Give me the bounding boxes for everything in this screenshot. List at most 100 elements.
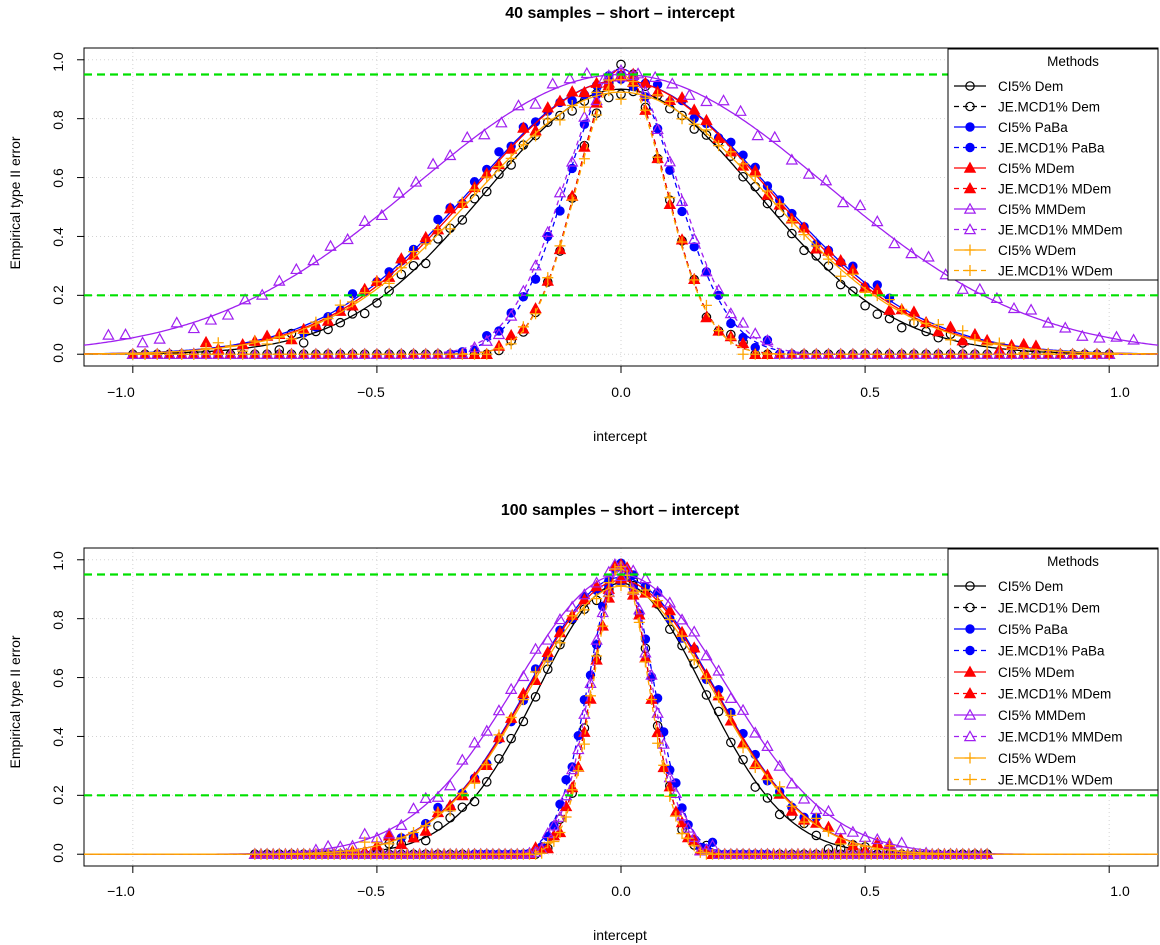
data-point [822,825,834,837]
data-point [957,348,969,360]
data-point [717,94,730,106]
legend-marker [965,122,975,132]
legend-marker [965,645,975,656]
data-point [493,343,505,355]
data-point [665,165,675,176]
data-point [787,228,797,239]
legend-box [947,48,1159,281]
data-point [553,186,567,198]
data-point [542,113,554,125]
data-point [724,307,738,319]
data-point [847,348,859,360]
data-point [681,821,695,833]
data-point [591,593,603,605]
x-tick-label: 0.0 [611,384,631,400]
legend-marker [963,182,977,194]
data-point [584,676,597,688]
legend-marker [963,708,977,720]
data-point [590,93,603,106]
legend-label: JE.MCD1% MDem [998,687,1111,702]
data-point [530,692,541,702]
data-point [590,576,603,588]
data-point [822,348,834,360]
data-point [774,207,785,218]
data-point [677,206,687,217]
data-point [726,318,736,329]
data-point [565,763,579,775]
data-point [409,175,423,187]
data-point [908,314,920,326]
data-point [547,819,561,831]
data-point [395,348,407,360]
data-point [896,322,907,333]
data-point [602,565,616,577]
data-point [1127,333,1140,345]
data-point [407,802,420,814]
y-tick-label: 0.8 [50,110,66,130]
data-point [481,186,492,197]
data-point [871,832,884,845]
legend-label: CI5% Dem [998,79,1063,94]
data-point [1017,337,1030,349]
data-point [847,268,859,280]
data-point [797,792,811,804]
data-point [639,92,651,104]
legend-marker [964,265,976,276]
data-point [212,337,224,349]
x-axis-label: intercept [593,428,647,444]
series-je-mcd1-wdem [84,561,1158,860]
legend-marker [965,581,975,591]
data-point [676,630,688,642]
data-point [713,140,725,152]
data-point [802,167,816,179]
data-point [492,327,506,340]
data-point [572,742,585,755]
data-point [981,848,993,860]
data-point [836,196,850,208]
data-point [658,759,670,771]
data-point [651,122,664,135]
data-point [627,75,639,87]
data-point [603,74,615,86]
data-point [835,348,847,360]
data-point [700,124,712,136]
data-point [561,774,571,785]
data-point [957,325,969,337]
data-point [603,590,615,602]
data-point [480,334,493,346]
data-point [1054,348,1066,360]
legend-label: CI5% WDem [998,751,1076,766]
data-point [433,821,443,831]
data-point [578,588,591,600]
data-point [798,348,810,360]
data-point [663,155,677,167]
data-point [212,348,224,360]
data-point [517,321,529,333]
data-point [682,832,694,844]
data-point [1030,348,1042,360]
data-point [712,664,725,676]
data-point [639,571,652,584]
legend-label: CI5% PaBa [998,622,1068,637]
data-point [420,238,432,250]
data-point [737,158,749,170]
legend-label: JE.MCD1% WDem [998,773,1113,788]
data-point [443,202,457,214]
data-point [846,825,860,837]
data-point [688,232,701,244]
legend-marker [964,774,976,785]
data-point [738,754,748,765]
data-point [420,348,432,360]
data-point [469,184,481,196]
data-point [884,294,895,306]
data-point [127,348,139,360]
data-point [675,809,689,821]
data-point [734,104,747,116]
y-tick-label: 0.0 [50,343,66,363]
legend-title: Methods [1047,554,1099,569]
data-point [310,316,322,328]
legend-label: CI5% WDem [998,243,1076,258]
data-point [700,672,712,684]
data-point [1079,348,1091,360]
legend-marker [963,665,977,677]
